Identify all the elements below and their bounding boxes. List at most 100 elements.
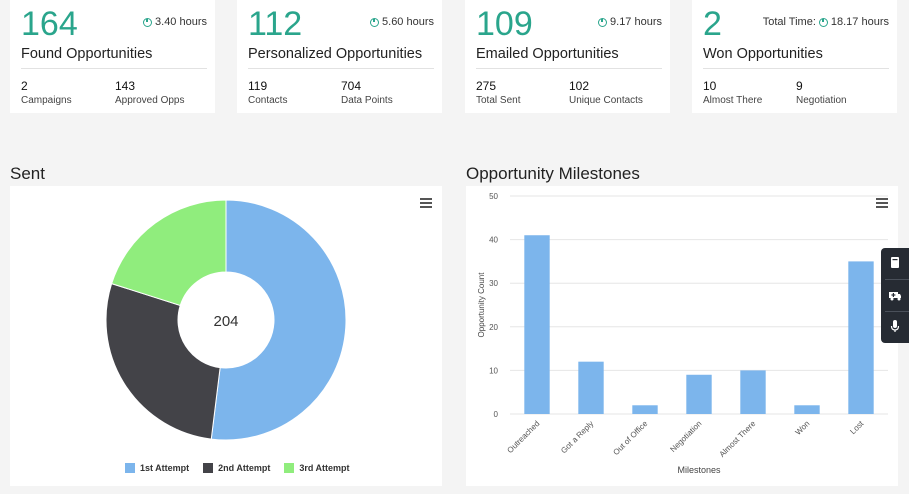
kpi-stat-label: Campaigns xyxy=(21,95,72,106)
kpi-stat-value: 10 xyxy=(703,79,717,93)
clock-icon xyxy=(598,17,608,27)
x-tick-label: Negotiation xyxy=(668,419,703,454)
y-tick-label: 50 xyxy=(489,192,498,201)
bar-almost-there[interactable] xyxy=(740,370,766,414)
legend-label: 1st Attempt xyxy=(140,463,190,473)
sent-legend: 1st Attempt 2nd Attempt 3rd Attempt xyxy=(125,463,350,473)
bar-got-a-reply[interactable] xyxy=(578,361,604,414)
milestones-bar-chart: 0 10 20 30 40 50 Outreached Got a Reply Out of O… xyxy=(477,192,888,475)
kpi-time: 3.40 hours xyxy=(140,16,207,28)
book-icon[interactable] xyxy=(888,256,902,270)
x-tick-label: Got a Reply xyxy=(559,419,595,455)
x-tick-label: Out of Office xyxy=(611,419,649,457)
kpi-stat-label: Approved Opps xyxy=(115,95,185,106)
legend-item[interactable]: 2nd Attempt xyxy=(203,463,270,473)
legend-swatch xyxy=(284,463,295,473)
milestones-section-title: Opportunity Milestones xyxy=(466,164,640,183)
bar-out-of-office[interactable] xyxy=(632,405,658,414)
clock-icon xyxy=(143,17,153,27)
kpi-stat-value: 2 xyxy=(21,79,28,93)
divider xyxy=(248,68,434,69)
milestones-chart-panel: 0 10 20 30 40 50 Outreached Got a Reply Out of O… xyxy=(466,186,898,486)
divider xyxy=(885,311,909,312)
bar-outreached[interactable] xyxy=(524,235,550,414)
kpi-card-personalized: 112 5.60 hours Personalized Opportunitie… xyxy=(237,0,442,113)
kpi-stat: 704 Data Points xyxy=(341,79,393,106)
kpi-stat: 275 Total Sent xyxy=(476,79,520,106)
y-tick-label: 10 xyxy=(489,366,498,375)
kpi-title: Won Opportunities xyxy=(703,46,823,62)
chart-menu-icon[interactable] xyxy=(420,198,432,208)
kpi-card-found: 164 3.40 hours Found Opportunities 2 Cam… xyxy=(10,0,215,113)
bar-won[interactable] xyxy=(794,405,820,414)
y-axis-label: Opportunity Count xyxy=(477,272,486,338)
legend-item[interactable]: 1st Attempt xyxy=(125,463,189,473)
donut-slice-2nd-attempt[interactable] xyxy=(105,282,221,440)
legend-item[interactable]: 3rd Attempt xyxy=(284,463,350,473)
kpi-stat-label: Contacts xyxy=(248,95,288,106)
kpi-stat-label: Total Sent xyxy=(476,95,521,106)
legend-swatch xyxy=(125,463,135,473)
sent-chart-panel: 204 1st Attempt 2nd Attempt 3rd Attempt xyxy=(10,186,442,486)
kpi-time-value: 5.60 hours xyxy=(382,16,434,28)
divider xyxy=(885,279,909,280)
kpi-stat: 9 Negotiation xyxy=(796,79,847,106)
kpi-stat: 2 Campaigns xyxy=(21,79,72,106)
kpi-title: Personalized Opportunities xyxy=(248,46,423,62)
sent-donut-chart: 204 xyxy=(105,199,347,441)
bar-negotiation[interactable] xyxy=(686,374,712,414)
kpi-value: 2 xyxy=(703,5,722,43)
microphone-icon[interactable] xyxy=(888,319,902,333)
kpi-stat-value: 143 xyxy=(115,79,136,93)
bar-lost[interactable] xyxy=(848,261,874,414)
kpi-stat-value: 9 xyxy=(796,79,803,93)
sent-section-title: Sent xyxy=(10,164,45,183)
kpi-time-value: 9.17 hours xyxy=(610,16,662,28)
legend-swatch xyxy=(203,463,214,473)
divider xyxy=(476,68,662,69)
donut-slice-3rd-attempt[interactable] xyxy=(111,199,227,307)
x-tick-label: Lost xyxy=(848,419,866,437)
divider xyxy=(21,68,207,69)
kpi-time: 9.17 hours xyxy=(595,16,662,28)
kpi-card-won: 2 Total Time: 18.17 hours Won Opportunit… xyxy=(692,0,897,113)
kpi-stat: 119 Contacts xyxy=(248,79,287,106)
kpi-stat-value: 119 xyxy=(248,79,268,93)
y-tick-label: 0 xyxy=(494,410,499,419)
clock-icon xyxy=(370,17,380,27)
kpi-stat: 10 Almost There xyxy=(703,79,762,106)
kpi-time-value: 18.17 hours xyxy=(830,16,889,28)
kpi-stat-label: Unique Contacts xyxy=(569,95,643,106)
kpi-time: Total Time: 18.17 hours xyxy=(763,16,889,28)
x-tick-label: Won xyxy=(794,419,812,437)
kpi-title: Found Opportunities xyxy=(21,46,153,62)
clock-icon xyxy=(818,17,828,27)
kpi-stat-value: 275 xyxy=(476,79,497,93)
y-tick-label: 40 xyxy=(489,236,498,245)
kpi-stat-label: Negotiation xyxy=(796,95,847,106)
side-toolbar xyxy=(881,248,909,343)
y-tick-label: 20 xyxy=(489,323,498,332)
donut-center-label: 204 xyxy=(213,313,238,330)
y-tick-label: 30 xyxy=(489,279,498,288)
kpi-time-value: 3.40 hours xyxy=(155,16,207,28)
kpi-stat-label: Data Points xyxy=(341,95,393,106)
divider xyxy=(703,68,889,69)
kpi-stat-label: Almost There xyxy=(703,95,763,106)
x-tick-label: Outreached xyxy=(505,419,541,455)
kpi-value: 109 xyxy=(476,5,533,43)
kpi-time: 5.60 hours xyxy=(367,16,434,28)
kpi-time-prefix: Total Time: xyxy=(762,16,816,28)
chart-menu-icon[interactable] xyxy=(876,198,888,208)
donut-slice-1st-attempt[interactable] xyxy=(210,199,347,441)
x-tick-label: Almost There xyxy=(718,419,758,459)
kpi-value: 112 xyxy=(248,5,303,43)
x-axis-label: Milestones xyxy=(677,465,721,475)
ambulance-icon[interactable] xyxy=(888,288,902,302)
kpi-stat-value: 102 xyxy=(569,79,590,93)
kpi-title: Emailed Opportunities xyxy=(476,46,619,62)
kpi-card-emailed: 109 9.17 hours Emailed Opportunities 275… xyxy=(465,0,670,113)
kpi-stat-value: 704 xyxy=(341,79,362,93)
kpi-stat: 102 Unique Contacts xyxy=(569,79,643,106)
kpi-stat: 143 Approved Opps xyxy=(115,79,185,106)
